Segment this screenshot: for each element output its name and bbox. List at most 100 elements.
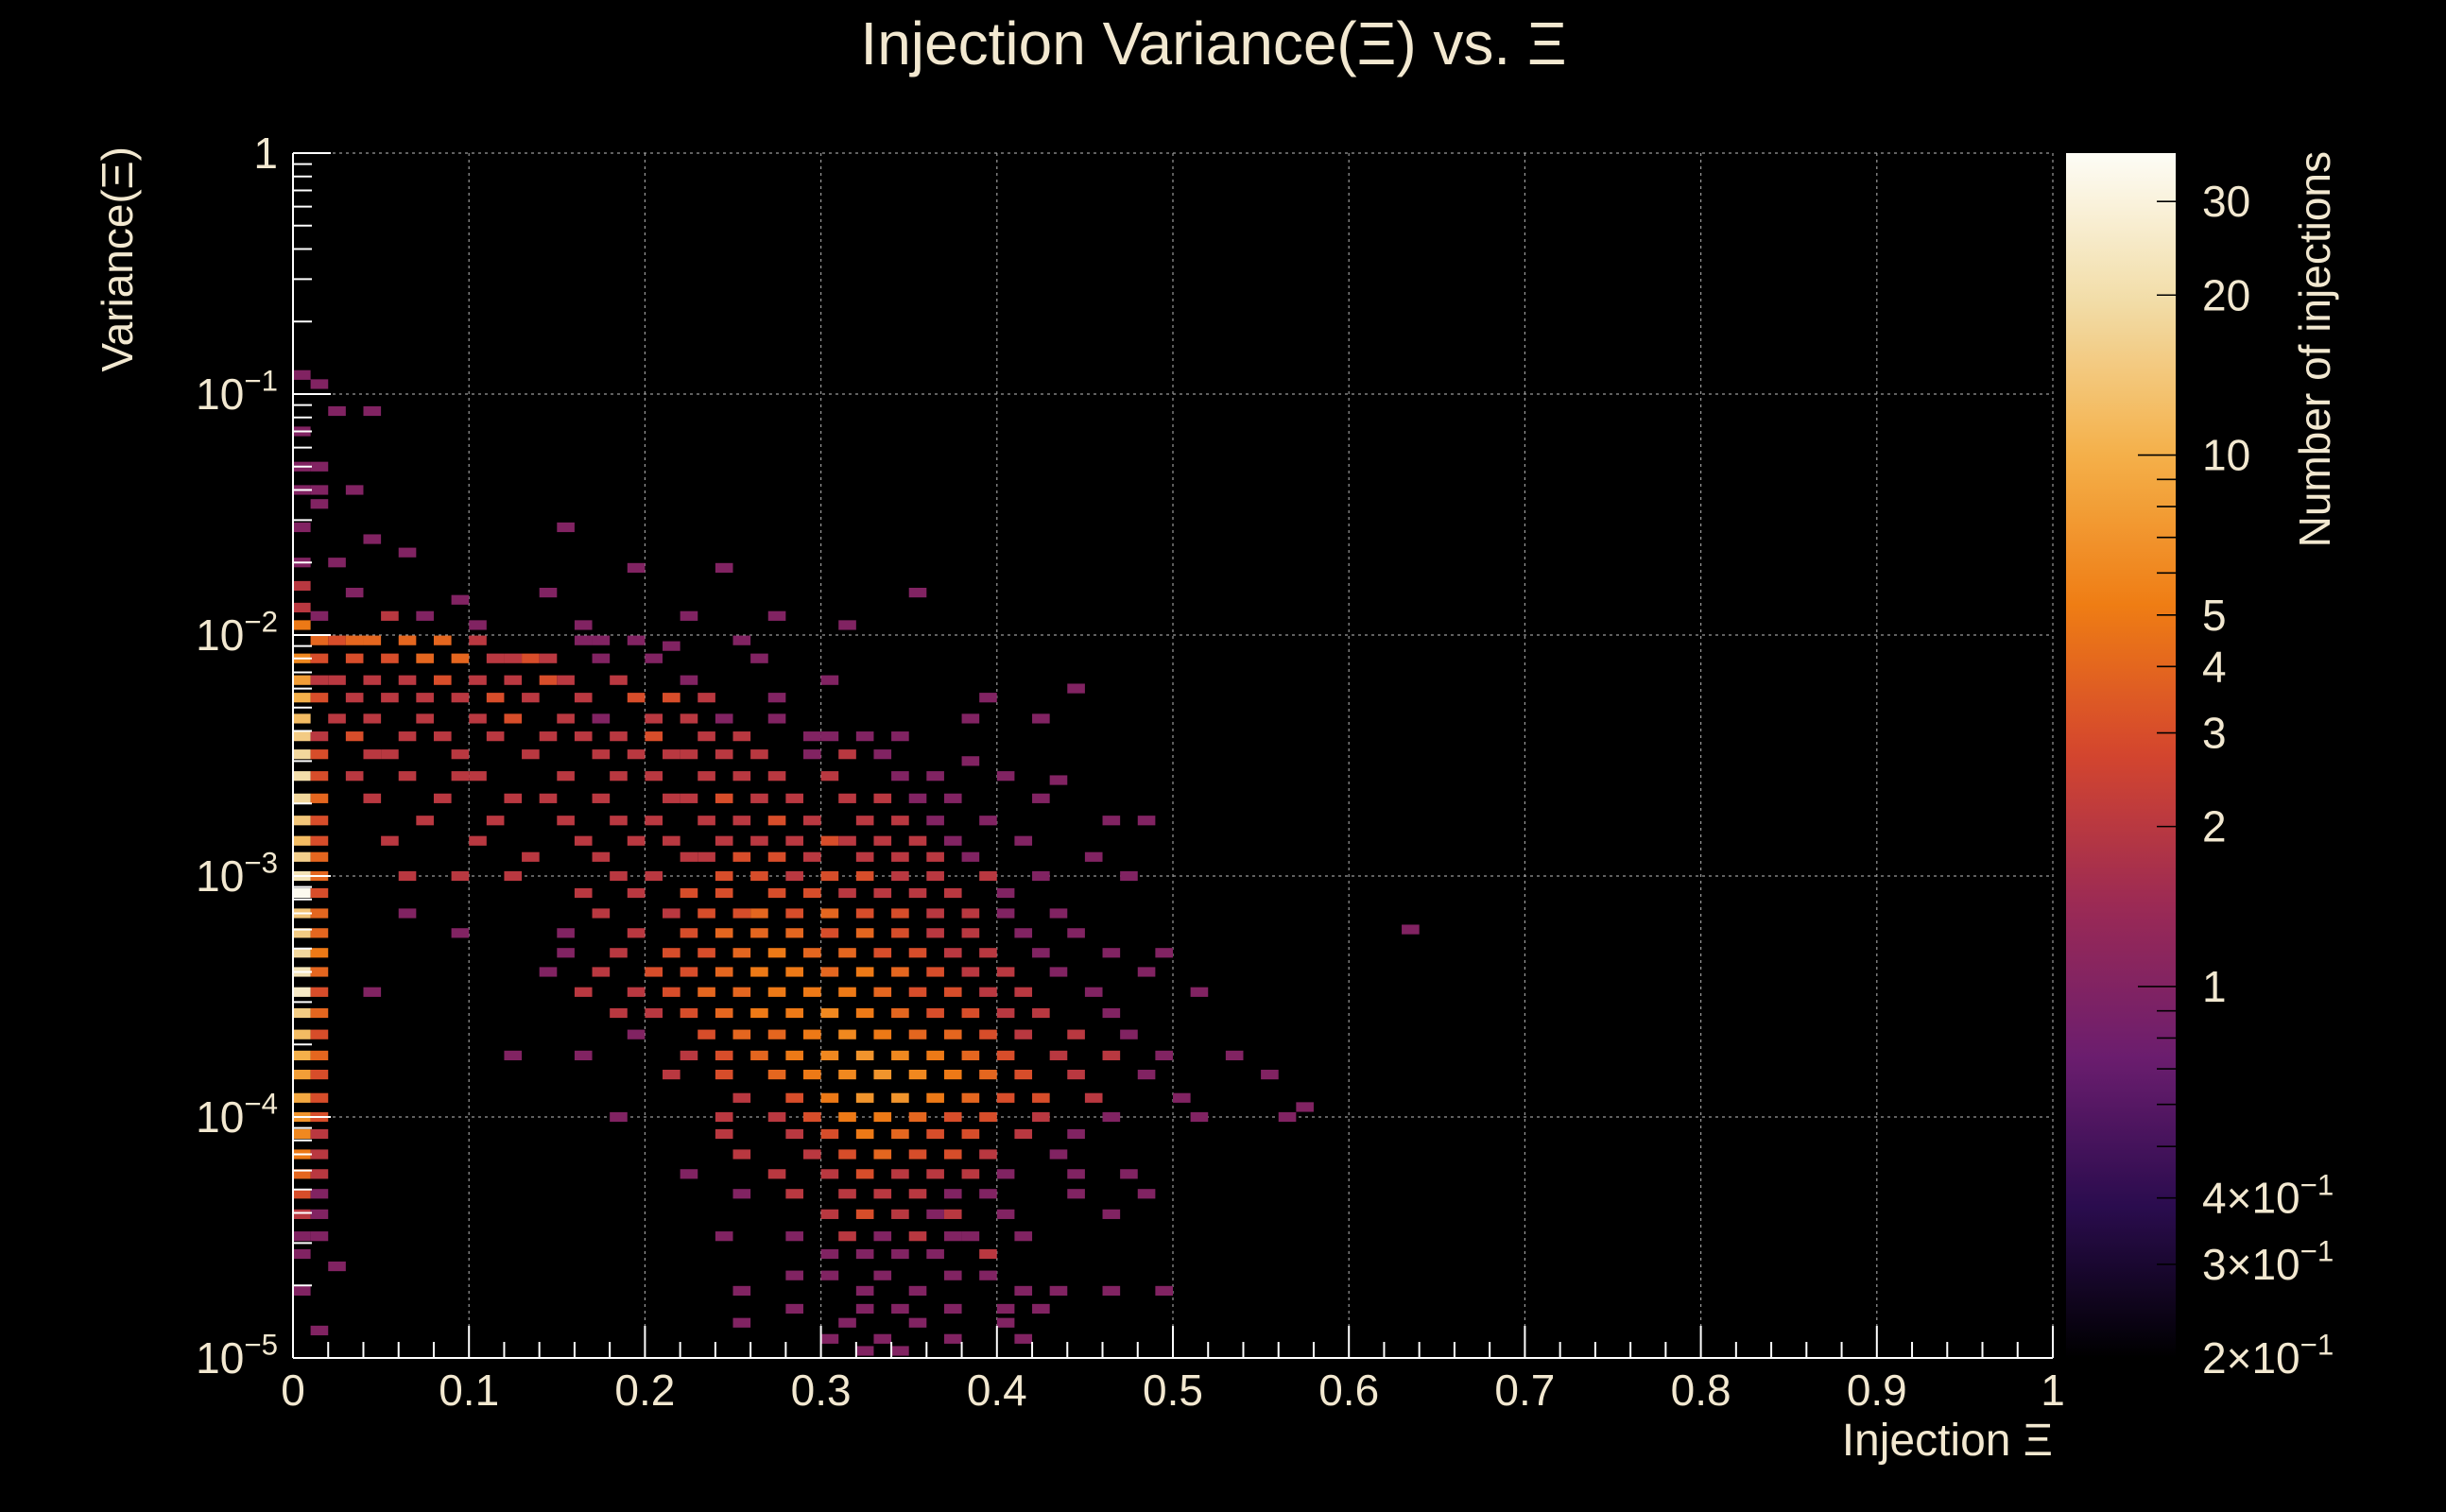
- heatmap-bin: [891, 731, 909, 742]
- heatmap-bin: [345, 771, 364, 782]
- heatmap-bin: [891, 1092, 909, 1103]
- heatmap-bin: [873, 987, 892, 997]
- heatmap-bin: [592, 851, 611, 862]
- heatmap-bin: [293, 1050, 311, 1061]
- heatmap-bin: [979, 1029, 997, 1040]
- heatmap-bin: [943, 835, 962, 846]
- heatmap-bin: [732, 908, 751, 919]
- heatmap-bin: [820, 870, 839, 882]
- heatmap-bin: [698, 948, 715, 958]
- x-tick-label: 0: [281, 1366, 305, 1415]
- heatmap-bin: [943, 1149, 962, 1160]
- heatmap-bin: [504, 793, 523, 803]
- heatmap-bin: [1084, 851, 1103, 862]
- colorbar: 30 20 10 54 3 2 1 4×10−1 3×10−1 2×10−1: [2066, 153, 2334, 1383]
- heatmap-bin: [310, 461, 329, 472]
- heatmap-bin: [1225, 1050, 1244, 1061]
- heatmap-bin: [715, 835, 733, 846]
- heatmap-bin: [943, 1231, 962, 1242]
- heatmap-bin: [891, 1128, 909, 1140]
- heatmap-bin: [767, 1069, 786, 1080]
- heatmap-bin: [293, 1128, 311, 1140]
- heatmap-bin: [293, 620, 311, 630]
- heatmap-bin: [1049, 1149, 1068, 1160]
- heatmap-bin: [891, 851, 909, 862]
- heatmap-bin: [469, 675, 487, 685]
- heatmap-bin: [785, 928, 803, 938]
- colorbar-tick-label: 2: [2202, 802, 2227, 851]
- heatmap-bin: [610, 1007, 628, 1019]
- heatmap-bin: [732, 1149, 751, 1160]
- heatmap-bin: [345, 731, 364, 742]
- heatmap-bin: [504, 675, 523, 685]
- x-tick-label: 0.2: [614, 1366, 675, 1415]
- heatmap-bin: [433, 675, 452, 685]
- heatmap-bin: [943, 948, 962, 958]
- heatmap-bin: [785, 1231, 803, 1242]
- heatmap-bin: [416, 653, 434, 663]
- heatmap-bin: [398, 771, 417, 782]
- heatmap-bin: [820, 928, 839, 938]
- heatmap-bin: [557, 675, 575, 685]
- heatmap-bin: [557, 816, 575, 826]
- heatmap-bin: [855, 870, 874, 882]
- heatmap-bin: [750, 835, 768, 846]
- heatmap-bin: [293, 1248, 311, 1260]
- heatmap-bin: [363, 534, 382, 544]
- heatmap-bin: [715, 1231, 733, 1242]
- heatmap-bin: [943, 1111, 962, 1123]
- heatmap-bin: [802, 948, 821, 958]
- heatmap-bin: [943, 1270, 962, 1280]
- heatmap-bin: [310, 1092, 329, 1103]
- heatmap-bin: [961, 1092, 980, 1103]
- heatmap-bin: [873, 1189, 892, 1199]
- heatmap-bin: [1296, 1102, 1314, 1112]
- heatmap-bin: [838, 1149, 856, 1160]
- heatmap-bin: [680, 610, 698, 621]
- heatmap-bin: [416, 610, 434, 621]
- heatmap-bin: [926, 1169, 944, 1179]
- heatmap-bin: [398, 547, 417, 558]
- heatmap-bin: [767, 851, 786, 862]
- heatmap-bin: [715, 967, 733, 977]
- heatmap-bin: [698, 816, 715, 826]
- heatmap-bin: [1032, 793, 1050, 803]
- heatmap-bin: [855, 1128, 874, 1140]
- heatmap-bin: [592, 908, 611, 919]
- heatmap-bin: [663, 641, 680, 651]
- colorbar-tick-label: 20: [2202, 270, 2250, 319]
- heatmap-bin: [310, 771, 329, 782]
- heatmap-bin: [838, 1189, 856, 1199]
- heatmap-bin: [698, 987, 715, 997]
- heatmap-bin: [645, 653, 663, 663]
- heatmap-bin: [996, 1169, 1015, 1179]
- heatmap-bin: [663, 1069, 680, 1080]
- heatmap-bin: [574, 620, 593, 630]
- heatmap-bin: [838, 1231, 856, 1242]
- heatmap-bin: [855, 1007, 874, 1019]
- heatmap-bin: [486, 731, 505, 742]
- heatmap-bin: [767, 816, 786, 826]
- heatmap-bin: [715, 793, 733, 803]
- heatmap-bin: [680, 851, 698, 862]
- heatmap-bin: [750, 653, 768, 663]
- heatmap-bin: [557, 928, 575, 938]
- heatmap-bin: [557, 771, 575, 782]
- heatmap-bin: [381, 693, 399, 703]
- heatmap-bin: [750, 1050, 768, 1061]
- heatmap-bin: [363, 675, 382, 685]
- heatmap-bin: [293, 369, 311, 380]
- heatmap-bin: [363, 713, 382, 724]
- heatmap-bin: [328, 405, 346, 417]
- heatmap-bin: [293, 1209, 311, 1219]
- heatmap-bin: [627, 562, 646, 574]
- heatmap-bin: [1032, 948, 1050, 958]
- heatmap-bin: [908, 1149, 927, 1160]
- heatmap-bin: [1049, 775, 1068, 785]
- heatmap-bin: [961, 928, 980, 938]
- heatmap-bin: [293, 948, 311, 958]
- y-tick-label: 10−1: [196, 365, 278, 419]
- chart-title: Injection Variance(Ξ) vs. Ξ: [860, 9, 1566, 77]
- heatmap-bin: [908, 887, 927, 899]
- heatmap-bin: [645, 816, 663, 826]
